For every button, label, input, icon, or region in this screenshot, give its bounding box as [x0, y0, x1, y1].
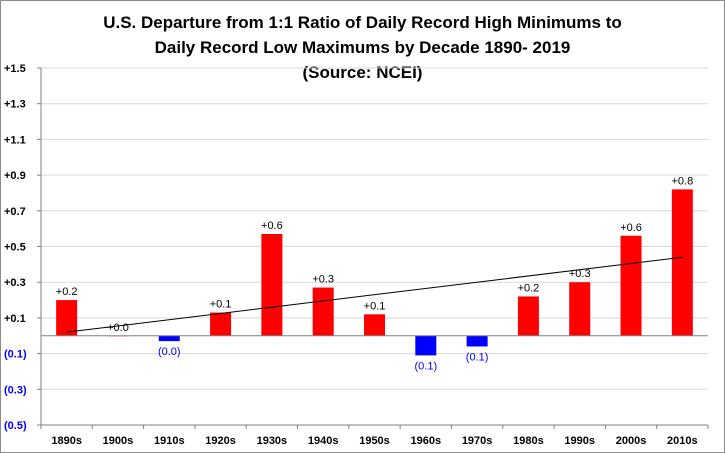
bar	[620, 235, 642, 336]
bar	[312, 287, 334, 336]
trendline-group	[66, 256, 683, 333]
y-tick-label: (0.5)	[4, 420, 27, 432]
x-category-label: 1970s	[462, 435, 493, 447]
x-category-label: 1950s	[359, 435, 390, 447]
bar	[158, 335, 180, 342]
data-label: +0.3	[569, 268, 591, 280]
y-tick-label: +1.1	[4, 134, 26, 146]
data-label: (0.1)	[414, 360, 437, 372]
bar	[517, 296, 539, 336]
data-label: +0.2	[518, 282, 540, 294]
bar	[261, 234, 283, 336]
x-category-label: 1930s	[257, 435, 288, 447]
bar	[466, 335, 488, 347]
x-category-label: 2010s	[667, 435, 698, 447]
data-label: +0.6	[261, 220, 283, 232]
title-line-1: U.S. Departure from 1:1 Ratio of Daily R…	[103, 13, 622, 32]
bar	[569, 282, 591, 336]
y-tick-label: +1.5	[4, 63, 26, 75]
data-labels: +0.2 +0.0 (0.0) +0.1 +0.6 +0.3 +0.1 (0.1) (0.1) +…	[56, 175, 693, 372]
x-category-label: 1910s	[154, 435, 185, 447]
y-tick-label: +0.1	[4, 313, 26, 325]
x-category-label: 1900s	[103, 435, 134, 447]
data-label: +0.6	[620, 222, 642, 234]
y-tick-label: (0.3)	[4, 384, 27, 396]
data-label: +0.1	[210, 299, 232, 311]
bar	[364, 314, 385, 336]
x-category-label: 1960s	[411, 435, 442, 447]
bar	[210, 312, 232, 336]
x-category-label: 1920s	[205, 435, 236, 447]
bars	[56, 189, 693, 356]
data-label: (0.1)	[466, 351, 489, 363]
x-category-label: 2000s	[616, 435, 647, 447]
y-tick-label: +0.9	[4, 170, 26, 182]
x-category-label: 1890s	[51, 435, 82, 447]
gridlines	[37, 67, 708, 426]
y-tick-label: (0.1)	[4, 349, 27, 361]
data-label: +0.2	[56, 286, 78, 298]
data-label: +0.3	[312, 274, 334, 286]
data-label: (0.0)	[158, 346, 181, 358]
y-tick-label: +0.3	[4, 277, 26, 289]
x-category-label: 1980s	[513, 435, 544, 447]
bar	[671, 189, 693, 336]
y-tick-label: +0.5	[4, 242, 26, 254]
data-label: +0.0	[107, 322, 129, 334]
data-label: +0.8	[671, 175, 693, 187]
axes	[40, 68, 709, 429]
x-category-label: 1940s	[308, 435, 339, 447]
title-line-2: Daily Record Low Maximums by Decade 1890…	[154, 38, 571, 57]
y-tick-label: +1.3	[4, 99, 26, 111]
x-axis-category-labels: 1890s 1900s 1910s 1920s 1930s 1940s 1950s 1960s…	[51, 435, 697, 447]
y-axis-tick-labels: (0.5) (0.3) (0.1) +0.1 +0.3 +0.5 +0.7 +0.9 +1.1 +…	[4, 63, 27, 432]
data-label: +0.1	[364, 300, 386, 312]
x-category-label: 1990s	[564, 435, 595, 447]
bar	[56, 300, 78, 336]
y-tick-label: +0.7	[4, 206, 26, 218]
trendline	[66, 256, 683, 333]
bar	[415, 335, 437, 356]
